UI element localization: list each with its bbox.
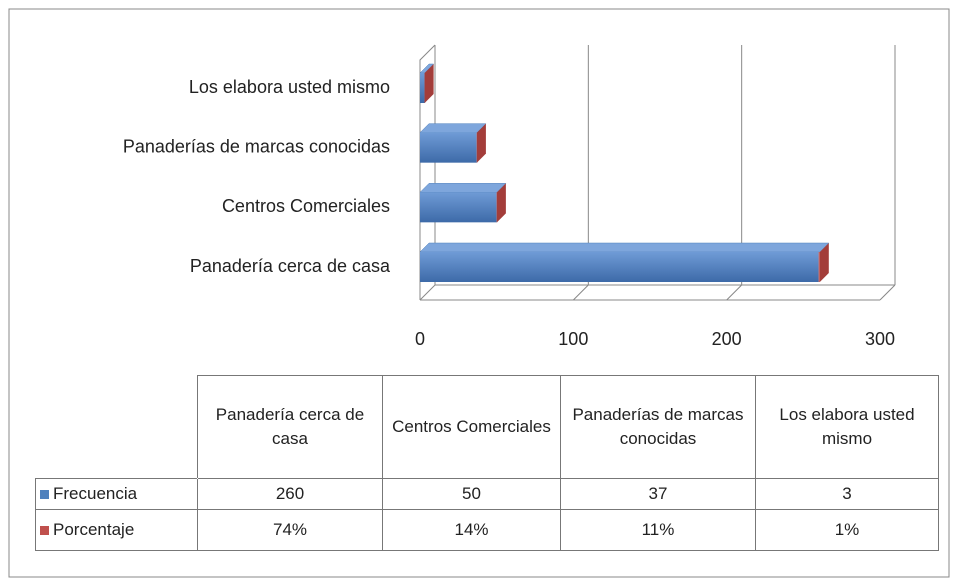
bar-top: [419, 123, 487, 133]
table-value: 11%: [561, 510, 756, 551]
y-tick-label: Centros Comerciales: [222, 196, 390, 216]
table-value: 260: [198, 479, 383, 510]
table-value-text: 14%: [454, 520, 489, 539]
x-tick-label: 200: [712, 329, 742, 349]
table-border: [35, 478, 197, 479]
bar: [818, 252, 820, 282]
table-header-text: Panaderías de marcas conocidas: [572, 405, 744, 448]
table-header: Centros Comerciales: [383, 376, 561, 479]
table-value-text: 1%: [834, 520, 860, 539]
x-tick-label: 300: [865, 329, 895, 349]
table-header-text: Centros Comerciales: [392, 417, 551, 436]
bar-side: [819, 243, 829, 282]
table-header-text: Panadería cerca de casa: [215, 405, 365, 448]
table-header-text: Los elabora usted mismo: [779, 405, 915, 448]
bar: [420, 192, 497, 223]
table-value: 14%: [383, 510, 561, 551]
table-value-text: 260: [275, 484, 305, 503]
legend-entry: Frecuencia: [36, 479, 198, 510]
legend-key: [40, 489, 49, 499]
floor-line: [419, 284, 436, 301]
y-tick-label: Los elabora usted mismo: [189, 77, 390, 97]
table-header: Panaderías de marcas conocidas: [561, 376, 756, 479]
x-tick-label: 100: [558, 329, 588, 349]
table-value-text: 37: [648, 484, 668, 503]
table-header: Los elabora usted mismo: [756, 376, 939, 479]
bar-side: [476, 123, 486, 163]
legend-text: Porcentaje: [53, 520, 135, 539]
table-border: [197, 375, 939, 376]
floor-line: [726, 284, 743, 301]
bar: [420, 252, 819, 282]
table-value-text: 50: [462, 484, 481, 503]
bar: [420, 132, 477, 163]
table-value-text: 3: [842, 484, 852, 503]
chart-frame: [8, 8, 950, 578]
table-value: 74%: [198, 510, 383, 551]
table-value: 50: [383, 479, 561, 510]
y-tick-label: Panaderías de marcas conocidas: [123, 136, 390, 156]
table-value-text: 11%: [641, 520, 675, 539]
table-value: 1%: [756, 510, 939, 551]
floor-line: [572, 284, 589, 301]
x-tick-label: 0: [415, 329, 425, 349]
table-header: Panadería cerca de casa: [198, 376, 383, 479]
bar-top: [419, 183, 507, 193]
bar-side: [496, 183, 506, 223]
table-border: [197, 375, 198, 478]
table-border: [35, 478, 36, 551]
floor-line: [879, 284, 896, 301]
legend-key: [40, 525, 49, 535]
table-value: 37: [561, 479, 756, 510]
bar-top: [419, 242, 830, 253]
y-tick-label: Panadería cerca de casa: [190, 256, 391, 276]
table-value-text: 74%: [272, 520, 308, 539]
bar-side: [424, 64, 434, 103]
table-value: 3: [756, 479, 939, 510]
bar: [420, 73, 425, 103]
legend-entry: Porcentaje: [36, 510, 198, 551]
legend-text: Frecuencia: [53, 484, 138, 503]
